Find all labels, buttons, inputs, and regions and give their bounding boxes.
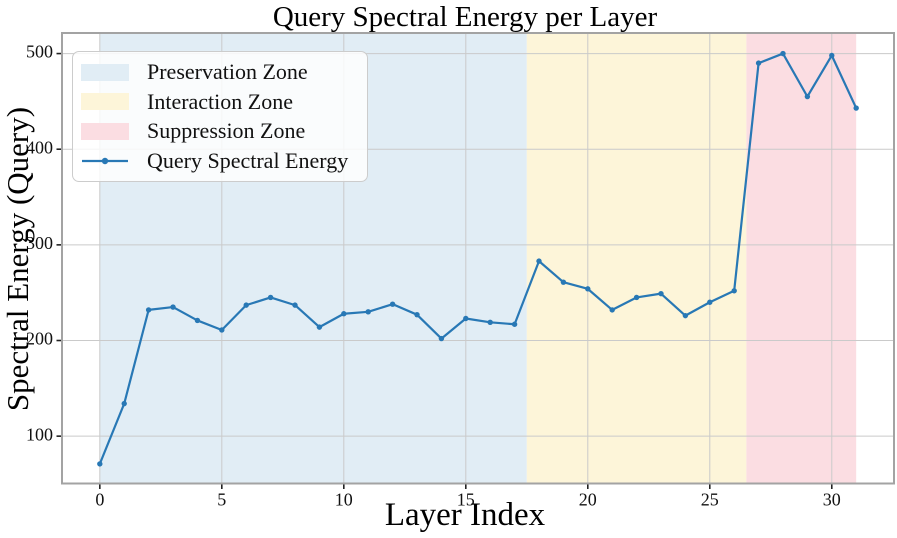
x-tick-label: 15 xyxy=(457,489,475,509)
data-point-marker xyxy=(511,321,518,327)
data-point-marker xyxy=(414,311,420,318)
zone-band-1 xyxy=(526,33,747,484)
legend-item-interaction-zone: Interaction Zone xyxy=(81,88,357,114)
data-point-marker xyxy=(731,288,737,294)
data-point-marker xyxy=(365,309,371,315)
data-point-marker xyxy=(438,335,445,342)
x-tick-label: 10 xyxy=(335,489,353,509)
data-point-marker xyxy=(292,302,298,308)
data-point-marker xyxy=(682,312,689,319)
data-point-marker xyxy=(463,315,469,322)
data-point-marker xyxy=(267,294,274,301)
y-tick-label: 200 xyxy=(26,329,53,349)
data-point-marker xyxy=(780,50,786,57)
x-axis-label: Layer Index xyxy=(384,497,546,533)
legend-item-series: Query Spectral Energy xyxy=(81,147,357,173)
y-tick-label: 400 xyxy=(26,137,53,157)
data-point-marker xyxy=(536,258,542,264)
legend-item-suppression-zone: Suppression Zone xyxy=(81,119,357,143)
data-point-marker xyxy=(585,286,591,292)
data-point-marker xyxy=(316,324,323,330)
data-point-marker xyxy=(804,93,811,100)
data-point-marker xyxy=(487,319,493,326)
suppression-zone-swatch-icon xyxy=(81,122,129,140)
data-point-marker xyxy=(389,301,396,307)
x-tick-label: 20 xyxy=(579,489,597,509)
data-point-marker xyxy=(97,461,103,467)
legend-label-suppression-zone: Suppression Zone xyxy=(147,118,306,144)
data-point-marker xyxy=(219,327,225,333)
y-tick-label: 300 xyxy=(26,233,53,253)
data-point-marker xyxy=(243,302,249,308)
legend-item-preservation-zone: Preservation Zone xyxy=(81,60,357,84)
preservation-zone-swatch-icon xyxy=(81,63,129,81)
y-tick-label: 500 xyxy=(26,42,53,62)
legend: Preservation Zone Interaction Zone Suppr… xyxy=(72,51,368,182)
data-point-marker xyxy=(341,311,347,317)
data-point-marker xyxy=(755,60,762,66)
y-axis-label: Spectral Energy (Query) xyxy=(0,106,35,412)
data-point-marker xyxy=(853,105,859,111)
data-point-marker xyxy=(609,307,615,313)
data-point-marker xyxy=(170,304,176,310)
data-point-marker xyxy=(121,400,127,407)
data-point-marker xyxy=(145,307,152,313)
data-point-marker xyxy=(560,279,567,285)
data-point-marker xyxy=(707,299,713,305)
zone-band-2 xyxy=(746,33,857,484)
data-point-marker xyxy=(194,317,201,324)
data-point-marker xyxy=(658,290,664,297)
x-tick-label: 30 xyxy=(823,489,841,509)
data-point-marker xyxy=(633,294,640,301)
data-point-marker xyxy=(829,52,835,59)
x-tick-label: 0 xyxy=(95,489,104,509)
interaction-zone-swatch-icon xyxy=(81,93,129,111)
legend-label-series: Query Spectral Energy xyxy=(147,147,349,173)
chart-title: Query Spectral Energy per Layer xyxy=(272,1,658,33)
y-tick-label: 100 xyxy=(26,424,53,444)
series-line xyxy=(98,52,858,465)
series-line-sample-icon xyxy=(81,152,129,170)
x-tick-label: 5 xyxy=(217,489,226,509)
x-tick-label: 25 xyxy=(701,489,719,509)
axes-spines xyxy=(61,32,895,485)
legend-label-preservation-zone: Preservation Zone xyxy=(147,59,308,84)
legend-label-interaction-zone: Interaction Zone xyxy=(147,88,293,114)
